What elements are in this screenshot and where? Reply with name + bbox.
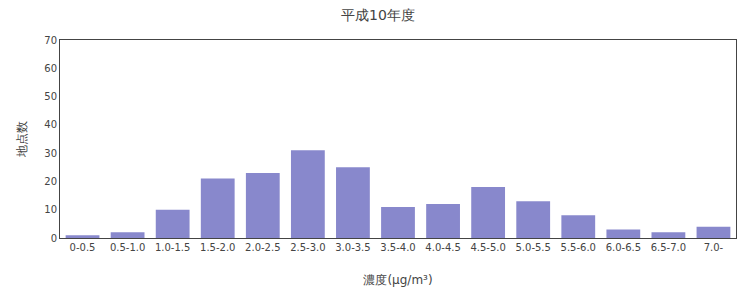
svg-text:3.5-4.0: 3.5-4.0 xyxy=(380,242,415,253)
svg-text:30: 30 xyxy=(44,148,57,159)
svg-text:3.0-3.5: 3.0-3.5 xyxy=(335,242,370,253)
svg-text:40: 40 xyxy=(44,119,57,130)
svg-text:0.5-1.0: 0.5-1.0 xyxy=(110,242,145,253)
svg-text:5.5-6.0: 5.5-6.0 xyxy=(561,242,596,253)
svg-text:4.5-5.0: 4.5-5.0 xyxy=(470,242,505,253)
svg-text:7.0-: 7.0- xyxy=(704,242,724,253)
svg-text:濃度(μg/m³): 濃度(μg/m³) xyxy=(363,273,432,287)
svg-text:70: 70 xyxy=(44,35,57,46)
svg-text:60: 60 xyxy=(44,63,57,74)
svg-text:5.0-5.5: 5.0-5.5 xyxy=(515,242,550,253)
svg-text:地点数: 地点数 xyxy=(15,121,29,158)
svg-text:平成10年度: 平成10年度 xyxy=(341,7,415,23)
svg-text:6.0-6.5: 6.0-6.5 xyxy=(606,242,641,253)
svg-text:0-0.5: 0-0.5 xyxy=(70,242,96,253)
svg-text:6.5-7.0: 6.5-7.0 xyxy=(651,242,686,253)
svg-text:10: 10 xyxy=(44,204,57,215)
svg-text:20: 20 xyxy=(44,176,57,187)
svg-text:2.5-3.0: 2.5-3.0 xyxy=(290,242,325,253)
svg-text:1.0-1.5: 1.0-1.5 xyxy=(155,242,190,253)
svg-text:4.0-4.5: 4.0-4.5 xyxy=(425,242,460,253)
svg-text:1.5-2.0: 1.5-2.0 xyxy=(200,242,235,253)
svg-text:2.0-2.5: 2.0-2.5 xyxy=(245,242,280,253)
svg-text:50: 50 xyxy=(44,91,57,102)
svg-text:0: 0 xyxy=(51,233,57,244)
